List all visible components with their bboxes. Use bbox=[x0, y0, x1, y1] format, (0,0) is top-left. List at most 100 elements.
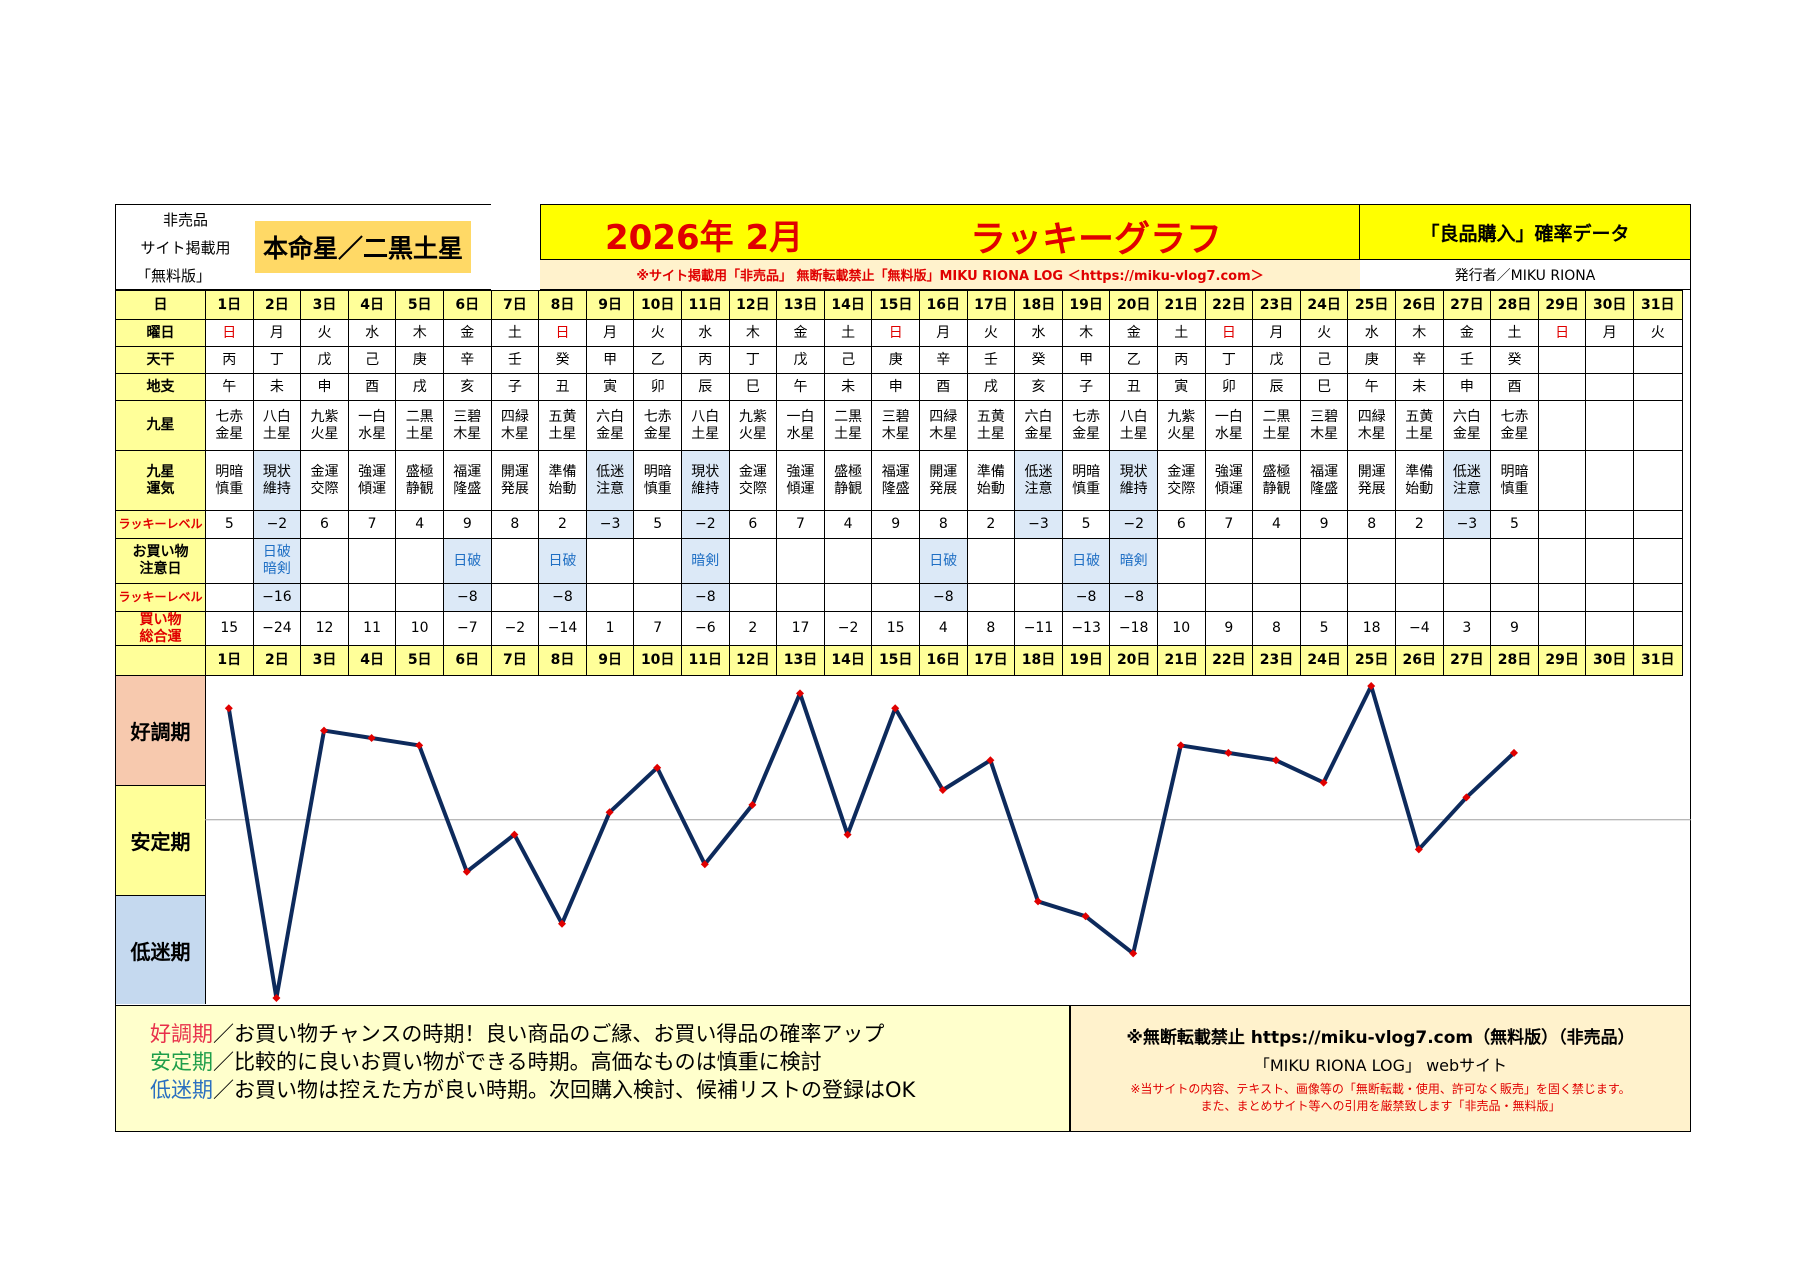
zone-low: 低迷期 bbox=[116, 896, 206, 1004]
day-footer-cell: 14日 bbox=[824, 646, 873, 676]
chishi-cell: 丑 bbox=[1110, 374, 1158, 401]
day-cell: 5日 bbox=[396, 290, 444, 320]
lucky-level2-cell bbox=[1443, 584, 1492, 612]
chishi-cell: 辰 bbox=[682, 374, 730, 401]
kyusei-luck-cell: 明暗 慎重 bbox=[1062, 451, 1111, 511]
kyusei-cell: 六白 金星 bbox=[586, 401, 635, 451]
tenkan-cell: 戊 bbox=[777, 347, 825, 374]
weekday-cell: 火 bbox=[301, 320, 349, 347]
lucky-level2-cell bbox=[1300, 584, 1349, 612]
total-cell: 7 bbox=[634, 612, 682, 646]
lucky-level2-cell bbox=[1205, 584, 1254, 612]
lucky-level-cell: 7 bbox=[777, 511, 825, 539]
lucky-level2-cell bbox=[206, 584, 254, 612]
day-cell: 28日 bbox=[1491, 290, 1539, 320]
data-point bbox=[891, 704, 900, 713]
kyusei-luck-cell: 明暗 慎重 bbox=[206, 451, 254, 511]
tenkan-cell: 甲 bbox=[1062, 347, 1111, 374]
day-footer-cell: 20日 bbox=[1110, 646, 1158, 676]
kyusei-luck-cell: 準備 始動 bbox=[539, 451, 587, 511]
day-footer-cell: 30日 bbox=[1586, 646, 1634, 676]
total-cell: 3 bbox=[1443, 612, 1492, 646]
kyusei-luck-cell bbox=[1538, 451, 1587, 511]
weekday-cell: 木 bbox=[729, 320, 778, 347]
tenkan-cell: 己 bbox=[1300, 347, 1349, 374]
total-cell: 8 bbox=[1253, 612, 1301, 646]
total-cell: −7 bbox=[444, 612, 492, 646]
chishi-cell: 亥 bbox=[444, 374, 492, 401]
footer-line2: 「MIKU RIONA LOG」 webサイト bbox=[1253, 1056, 1508, 1075]
day-footer-cell: 21日 bbox=[1158, 646, 1206, 676]
chishi-cell bbox=[1634, 374, 1683, 401]
total-cell bbox=[1586, 612, 1634, 646]
kyusei-luck-cell: 現状 維持 bbox=[1110, 451, 1158, 511]
data-point bbox=[986, 756, 995, 765]
caution-cell: 日破 暗剣 bbox=[253, 539, 302, 584]
day-footer-cell: 27日 bbox=[1443, 646, 1492, 676]
lucky-level-cell: 6 bbox=[1158, 511, 1206, 539]
kyusei-cell: 二黒 土星 bbox=[396, 401, 444, 451]
caution-cell bbox=[1348, 539, 1396, 584]
kyusei-luck-cell: 開運 発展 bbox=[491, 451, 540, 511]
day-footer-cell: 24日 bbox=[1300, 646, 1349, 676]
day-footer-cell: 12日 bbox=[729, 646, 778, 676]
chishi-cell: 酉 bbox=[348, 374, 397, 401]
total-cell: 12 bbox=[301, 612, 349, 646]
total-cell: 4 bbox=[920, 612, 968, 646]
data-point bbox=[224, 704, 233, 713]
day-cell: 10日 bbox=[634, 290, 682, 320]
day-footer-cell: 31日 bbox=[1634, 646, 1683, 676]
caution-cell bbox=[729, 539, 778, 584]
day-cell: 29日 bbox=[1538, 290, 1587, 320]
tenkan-cell: 己 bbox=[348, 347, 397, 374]
kyusei-luck-cell: 明暗 慎重 bbox=[634, 451, 682, 511]
kyusei-luck-cell: 開運 発展 bbox=[1348, 451, 1396, 511]
lucky-level-cell: 2 bbox=[539, 511, 587, 539]
day-cell: 25日 bbox=[1348, 290, 1396, 320]
data-point bbox=[558, 919, 566, 928]
lucky-level2-cell: −16 bbox=[253, 584, 302, 612]
day-footer-cell: 28日 bbox=[1491, 646, 1539, 676]
lucky-level2-cell bbox=[634, 584, 682, 612]
lucky-level-cell: 2 bbox=[967, 511, 1016, 539]
data-point bbox=[748, 800, 757, 809]
kyusei-cell: 九紫 火星 bbox=[301, 401, 349, 451]
caution-cell bbox=[634, 539, 682, 584]
caution-cell: 日破 bbox=[1062, 539, 1111, 584]
footer-line3: ※当サイトの内容、テキスト、画像等の「無断転載・使用、許可なく販売」を固く禁じま… bbox=[1130, 1082, 1631, 1096]
tenkan-cell: 戊 bbox=[1253, 347, 1301, 374]
lucky-level-cell: 9 bbox=[872, 511, 920, 539]
data-point bbox=[462, 867, 471, 876]
kyusei-cell bbox=[1634, 401, 1683, 451]
kyusei-luck-cell: 金運 交際 bbox=[729, 451, 778, 511]
total-cell: 17 bbox=[777, 612, 825, 646]
day-footer-cell: 8日 bbox=[539, 646, 587, 676]
data-point bbox=[938, 786, 947, 794]
tenkan-cell: 壬 bbox=[967, 347, 1016, 374]
kyusei-cell: 九紫 火星 bbox=[729, 401, 778, 451]
publisher: 発行者／MIKU RIONA bbox=[1454, 267, 1596, 284]
lucky-level-cell bbox=[1538, 511, 1587, 539]
day-cell: 4日 bbox=[348, 290, 397, 320]
weekday-cell: 金 bbox=[1110, 320, 1158, 347]
lucky-level-cell: 5 bbox=[206, 511, 254, 539]
day-footer-cell: 25日 bbox=[1348, 646, 1396, 676]
kyusei-luck-cell: 現状 維持 bbox=[253, 451, 302, 511]
tenkan-cell: 庚 bbox=[1348, 347, 1396, 374]
row-label-total: 買い物 総合運 bbox=[116, 612, 206, 646]
tenkan-cell bbox=[1538, 347, 1587, 374]
kyusei-luck-cell: 低迷 注意 bbox=[1015, 451, 1063, 511]
kyusei-cell: 四緑 木星 bbox=[1348, 401, 1396, 451]
day-cell: 21日 bbox=[1158, 290, 1206, 320]
tenkan-cell bbox=[1586, 347, 1634, 374]
lucky-level2-cell bbox=[1015, 584, 1063, 612]
day-footer-cell: 23日 bbox=[1253, 646, 1301, 676]
day-footer-cell: 1日 bbox=[206, 646, 254, 676]
kyusei-luck-cell: 強運 傾運 bbox=[777, 451, 825, 511]
data-point bbox=[843, 830, 852, 839]
footer-box: ※無断転載禁止 https://miku-vlog7.com（無料版）（非売品）… bbox=[1070, 1006, 1691, 1132]
day-cell: 22日 bbox=[1205, 290, 1254, 320]
kyusei-cell: 五黄 土星 bbox=[539, 401, 587, 451]
total-cell: −2 bbox=[491, 612, 540, 646]
kyusei-cell: 一白 水星 bbox=[348, 401, 397, 451]
